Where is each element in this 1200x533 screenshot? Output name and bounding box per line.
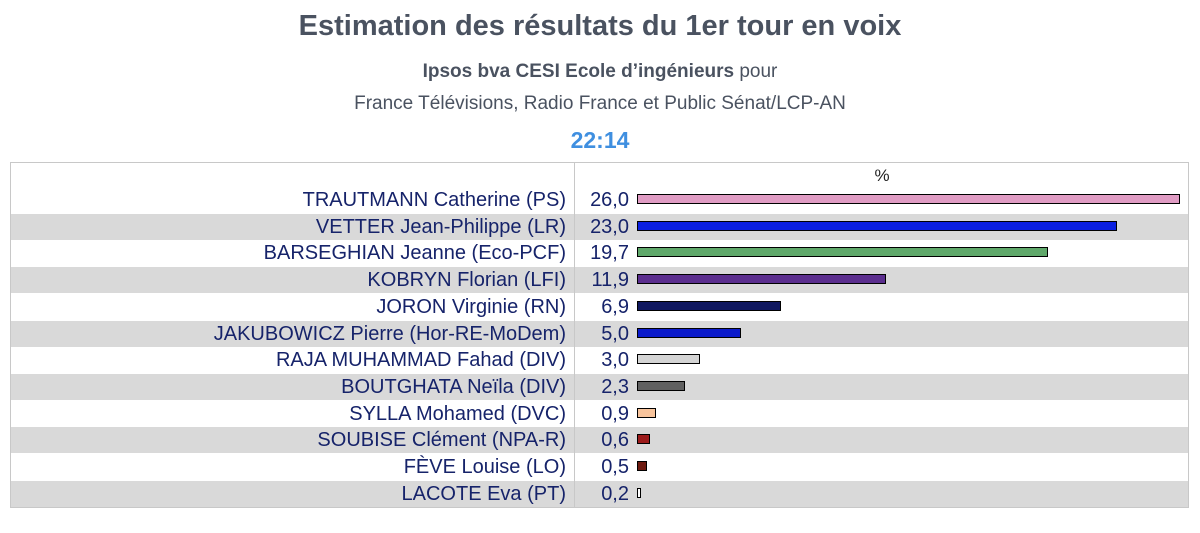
table-row: BARSEGHIAN Jeanne (Eco-PCF) 19,7: [11, 240, 1188, 266]
value-label: 0,5: [601, 456, 629, 478]
table-row: RAJA MUHAMMAD Fahad (DIV) 3,0: [11, 347, 1188, 373]
value-label: 5,0: [601, 322, 629, 345]
candidate-name: JORON Virginie (RN): [376, 295, 566, 318]
candidate-name: BARSEGHIAN Jeanne (Eco-PCF): [263, 242, 566, 265]
table-row: TRAUTMANN Catherine (PS) 26,0: [11, 187, 1188, 213]
table-row: LACOTE Eva (PT) 0,2: [11, 480, 1188, 507]
bar: [637, 274, 886, 285]
pollster-name: Ipsos bva CESI Ecole d’ingénieurs: [422, 61, 735, 82]
value-label: 19,7: [590, 242, 629, 265]
column-divider: [574, 163, 575, 507]
candidate-name: TRAUTMANN Catherine (PS): [302, 189, 566, 211]
bar: [637, 407, 656, 418]
bar: [637, 300, 781, 311]
bar: [637, 487, 641, 498]
bar: [637, 194, 1180, 204]
value-label: 0,9: [601, 402, 629, 425]
results-table: % TRAUTMANN Catherine (PS) 26,0 VETTER Jea…: [10, 162, 1189, 508]
candidate-name: BOUTGHATA Neïla (DIV): [341, 375, 566, 398]
table-row: SOUBISE Clément (NPA-R) 0,6: [11, 427, 1188, 454]
candidate-name: FÈVE Louise (LO): [403, 456, 566, 478]
candidate-name: JAKUBOWICZ Pierre (Hor-RE-MoDem): [213, 322, 566, 345]
bar: [637, 354, 700, 365]
bar: [637, 434, 650, 445]
table-row: KOBRYN Florian (LFI) 11,9: [11, 267, 1188, 294]
bar: [637, 380, 685, 391]
value-label: 11,9: [591, 269, 629, 292]
candidate-name: VETTER Jean-Philippe (LR): [315, 215, 566, 238]
candidate-name: LACOTE Eva (PT): [401, 482, 566, 505]
bar: [637, 220, 1117, 231]
candidate-name: RAJA MUHAMMAD Fahad (DIV): [275, 349, 566, 372]
value-label: 2,3: [601, 375, 629, 398]
table-row: BOUTGHATA Neïla (DIV) 2,3: [11, 373, 1188, 400]
chart-subtitle-media: France Télévisions, Radio France et Publ…: [354, 93, 846, 114]
candidate-name: KOBRYN Florian (LFI): [367, 269, 566, 292]
value-label: 6,9: [601, 295, 629, 318]
value-column-header: %: [574, 163, 1189, 187]
table-row: VETTER Jean-Philippe (LR) 23,0: [11, 213, 1188, 240]
value-label: 23,0: [590, 215, 629, 238]
candidate-name: SOUBISE Clément (NPA-R): [317, 429, 566, 452]
value-label: 0,6: [601, 429, 629, 452]
bar: [637, 247, 1048, 258]
table-row: JORON Virginie (RN) 6,9: [11, 294, 1188, 320]
table-row: JAKUBOWICZ Pierre (Hor-RE-MoDem) 5,0: [11, 320, 1188, 347]
subtitle-suffix: pour: [734, 61, 778, 82]
table-row: FÈVE Louise (LO) 0,5: [11, 454, 1188, 480]
table-row: SYLLA Mohamed (DVC) 0,9: [11, 401, 1188, 427]
chart-subtitle: Ipsos bva CESI Ecole d’ingénieurs pour: [0, 61, 1200, 83]
candidate-name: SYLLA Mohamed (DVC): [349, 402, 566, 425]
chart-title: Estimation des résultats du 1er tour en …: [298, 10, 902, 42]
value-label: 3,0: [601, 349, 629, 372]
bar: [637, 327, 741, 338]
value-label: 0,2: [601, 482, 629, 505]
value-label: 26,0: [590, 189, 629, 211]
bar: [637, 461, 647, 471]
timestamp: 22:14: [570, 127, 630, 153]
